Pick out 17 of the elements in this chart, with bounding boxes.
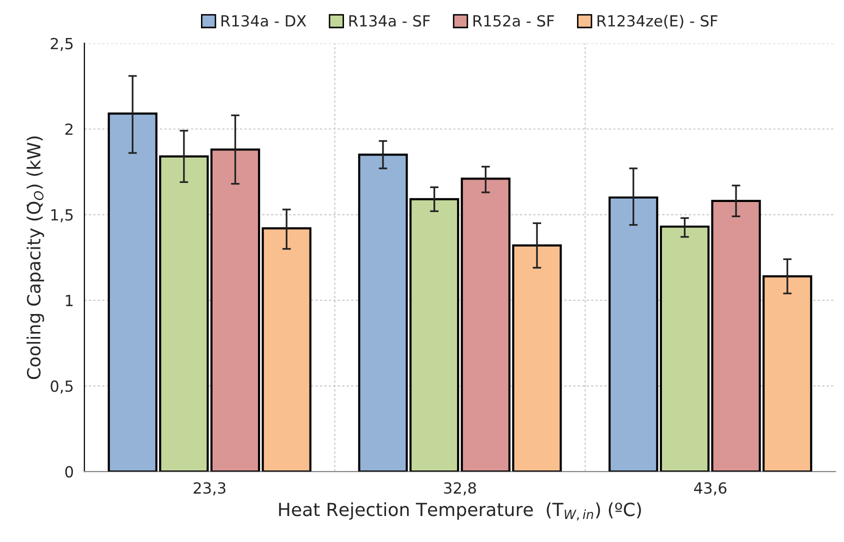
y-tick-label: 1,5	[51, 209, 73, 222]
y-tick-label: 0	[65, 466, 73, 478]
legend-label: R152a - SF	[473, 15, 554, 27]
y-tick-label: 2,5	[50, 38, 73, 51]
x-tick-label: 43,6	[694, 482, 726, 496]
y-tick-label: 2	[65, 123, 72, 135]
x-axis-title: Heat Rejection Temperature (T$_{W,in}$) (ºC)	[279, 502, 641, 520]
legend-label: R134a - SF	[349, 15, 430, 27]
bar	[608, 196, 658, 472]
y-axis-title: Cooling Capacity (Q̇$_{O}$) (kW)	[26, 136, 44, 380]
bar	[262, 227, 312, 472]
x-tick-label: 32,8	[444, 482, 476, 496]
y-tick-label: 0,5	[50, 380, 73, 394]
y-tick-label: 1	[66, 294, 73, 306]
x-tick-label: 23,3	[194, 482, 226, 496]
legend-label: R134a - DX	[222, 15, 306, 27]
legend-label: R1234ze(E) - SF	[598, 14, 718, 28]
